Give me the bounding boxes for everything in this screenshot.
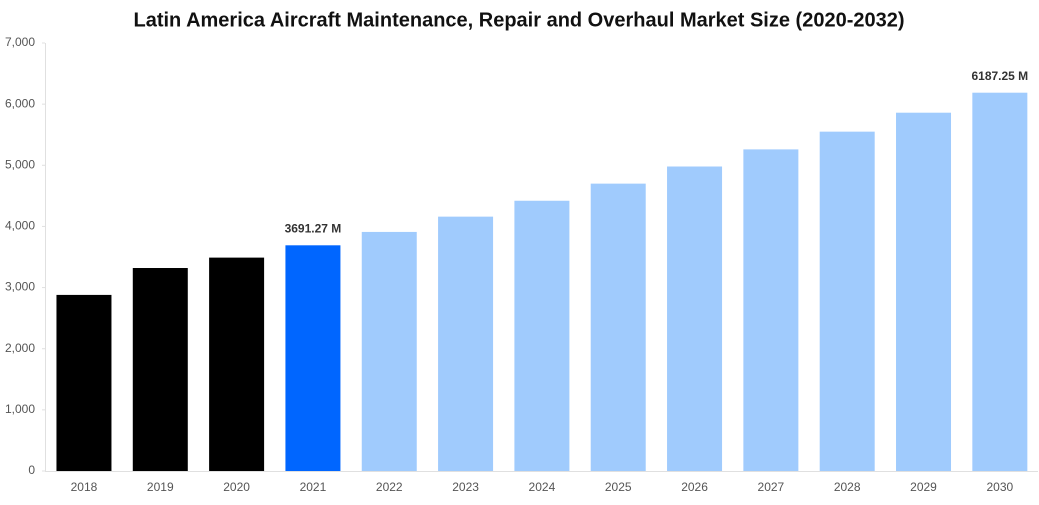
y-tick-label: 0 xyxy=(28,463,35,477)
bar xyxy=(438,216,494,471)
bar xyxy=(514,200,570,471)
bar xyxy=(896,112,952,472)
y-tick-label: 6,000 xyxy=(5,96,35,110)
x-tick-label: 2019 xyxy=(147,480,174,494)
x-tick-label: 2024 xyxy=(529,480,556,494)
bar xyxy=(56,294,112,471)
data-label: 6187.25 M xyxy=(971,69,1028,83)
x-tick-label: 2026 xyxy=(681,480,708,494)
bar xyxy=(972,92,1028,472)
y-tick-label: 3,000 xyxy=(5,280,35,294)
x-tick-label: 2027 xyxy=(758,480,785,494)
bar xyxy=(285,245,341,471)
bar xyxy=(743,149,799,472)
y-tick-label: 1,000 xyxy=(5,402,35,416)
x-tick-label: 2029 xyxy=(910,480,937,494)
y-tick-label: 4,000 xyxy=(5,219,35,233)
x-tick-label: 2025 xyxy=(605,480,632,494)
data-label: 3691.27 M xyxy=(285,221,342,235)
x-tick-label: 2030 xyxy=(986,480,1013,494)
y-tick-label: 7,000 xyxy=(5,35,35,49)
x-tick-label: 2021 xyxy=(300,480,327,494)
x-tick-label: 2022 xyxy=(376,480,403,494)
x-tick-label: 2028 xyxy=(834,480,861,494)
bar xyxy=(819,131,875,471)
bar xyxy=(667,166,723,471)
bar xyxy=(209,257,265,471)
x-tick-label: 2023 xyxy=(452,480,479,494)
bar xyxy=(132,268,188,471)
y-tick-label: 5,000 xyxy=(5,157,35,171)
bar xyxy=(590,183,646,471)
y-tick-label: 2,000 xyxy=(5,341,35,355)
bar xyxy=(361,231,417,471)
chart-title: Latin America Aircraft Maintenance, Repa… xyxy=(133,9,904,31)
x-tick-label: 2020 xyxy=(223,480,250,494)
x-tick-label: 2018 xyxy=(71,480,98,494)
